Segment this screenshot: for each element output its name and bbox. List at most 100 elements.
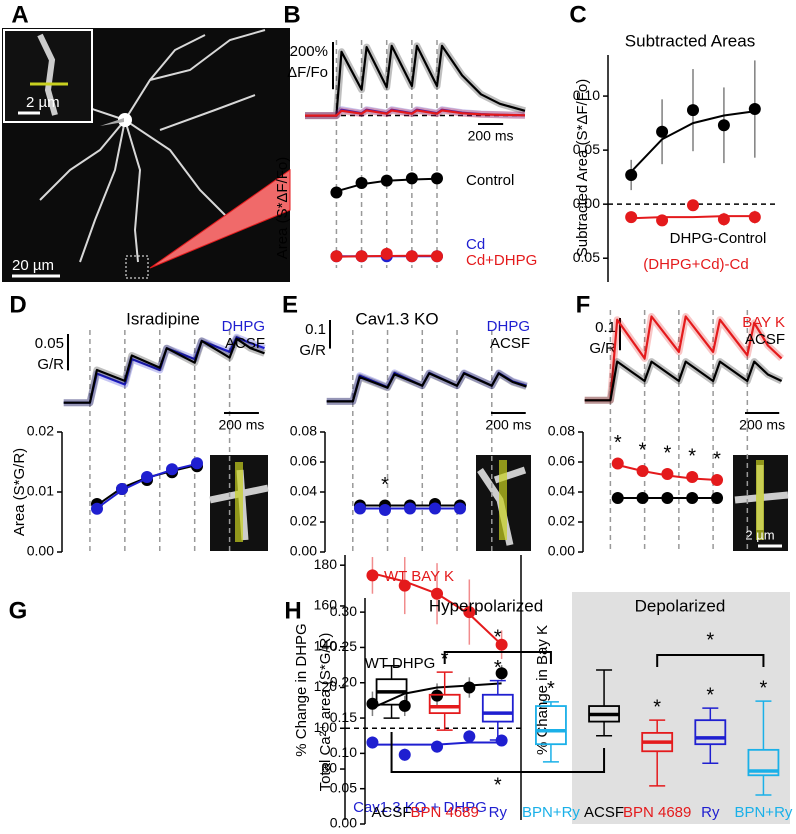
y-tick-label: 0.04 xyxy=(290,483,317,499)
point xyxy=(380,247,393,260)
category-label: BPN+Ry xyxy=(522,804,580,821)
y-axis-label: % Change in DHPG xyxy=(293,623,310,756)
y-tick-label: 0.08 xyxy=(290,423,317,439)
point xyxy=(454,502,466,515)
significance: * xyxy=(494,657,502,679)
trace xyxy=(584,360,783,402)
significance: * xyxy=(381,474,389,496)
series-label: DHPG xyxy=(487,318,530,335)
series-label: ACSF xyxy=(490,335,530,352)
scale-label: 0.05 xyxy=(35,335,64,352)
trace xyxy=(305,109,526,117)
point xyxy=(711,492,724,504)
y-tick-label: 0.06 xyxy=(290,453,317,469)
point xyxy=(379,504,391,516)
significance: * xyxy=(653,696,661,718)
point xyxy=(398,699,411,712)
point xyxy=(611,457,624,470)
line-scan xyxy=(756,460,764,540)
y-axis-label: Area (S*ΔF/Fo) xyxy=(274,157,291,260)
category-label: Ry xyxy=(489,804,508,821)
panel-title: Isradipine xyxy=(126,309,200,328)
point xyxy=(429,502,441,515)
y-tick-label: 140 xyxy=(314,637,338,653)
significance: * xyxy=(706,684,714,706)
bracket xyxy=(656,654,765,667)
point xyxy=(748,211,761,224)
significance: * xyxy=(760,677,768,699)
fit-line xyxy=(631,215,755,220)
y-tick-label: 0.10 xyxy=(573,87,600,103)
point xyxy=(405,250,418,263)
neuron xyxy=(39,29,266,263)
point xyxy=(366,697,379,710)
point xyxy=(191,457,203,470)
box xyxy=(428,693,461,715)
scale-label: 0.1 xyxy=(305,321,326,338)
point xyxy=(405,172,418,185)
category-label: ACSF xyxy=(584,804,624,821)
point xyxy=(687,199,699,212)
y-tick-label: 0.06 xyxy=(548,453,575,469)
trace xyxy=(305,44,526,117)
panel-letter: D xyxy=(9,291,26,318)
y-tick-label: 0.10 xyxy=(330,744,357,760)
series-label: ACSF xyxy=(225,335,265,352)
group-label: Depolarized xyxy=(635,596,726,615)
y-tick-label: 0.30 xyxy=(330,603,357,619)
depolarized-background xyxy=(572,592,790,824)
y-tick-label: 0.08 xyxy=(548,423,575,439)
bracket xyxy=(443,651,552,664)
y-tick-label: 0.20 xyxy=(330,673,357,689)
point xyxy=(717,119,730,132)
point xyxy=(431,250,443,263)
point xyxy=(686,492,699,504)
significance: * xyxy=(494,774,502,796)
significance: * xyxy=(639,439,647,461)
point xyxy=(166,463,178,476)
scale-unit: G/R xyxy=(589,340,616,357)
y-tick-label: 0.01 xyxy=(27,483,54,499)
series-label: BAY K xyxy=(742,314,785,331)
point xyxy=(711,474,724,486)
panel-title: Cav1.3 KO xyxy=(355,309,438,328)
roi-box xyxy=(125,255,149,279)
point xyxy=(748,103,761,116)
series-label: WT DHPG xyxy=(365,655,436,672)
y2-axis-label: % Change in Bay K xyxy=(534,625,551,755)
point xyxy=(636,465,649,477)
box xyxy=(694,719,727,746)
point xyxy=(661,468,674,480)
point xyxy=(463,681,476,694)
line-scan xyxy=(235,462,243,542)
point xyxy=(661,492,674,504)
significance: * xyxy=(663,442,671,464)
point xyxy=(656,125,669,138)
trace xyxy=(326,372,527,403)
point xyxy=(625,168,638,181)
point xyxy=(495,667,508,680)
point xyxy=(463,730,476,743)
point xyxy=(141,471,153,483)
category-label: BPN+Ry xyxy=(734,804,792,821)
point xyxy=(656,214,669,227)
panel-letter: H xyxy=(284,597,301,624)
scale-unit: G/R xyxy=(37,356,64,373)
y-axis-label: Area (S*G/R) xyxy=(11,448,28,536)
significance: * xyxy=(494,626,502,648)
scale-label: 0.1 xyxy=(595,319,616,336)
trace xyxy=(584,315,783,402)
y-axis-label: Total Ca²⁺ area (S*G/R) xyxy=(317,633,334,792)
panel-letter: C xyxy=(569,1,586,28)
line-scan xyxy=(499,460,507,540)
panel-letter: G xyxy=(9,597,28,624)
series-label: ACSF xyxy=(745,331,785,348)
series-label: Cd+DHPG xyxy=(466,252,537,269)
point xyxy=(116,483,128,495)
y-tick-label: 80 xyxy=(321,760,337,776)
y-tick-label: 100 xyxy=(314,719,338,735)
scale-label: 200 ms xyxy=(218,417,264,433)
y-tick-label: 0.05 xyxy=(573,141,600,157)
point xyxy=(380,174,393,187)
